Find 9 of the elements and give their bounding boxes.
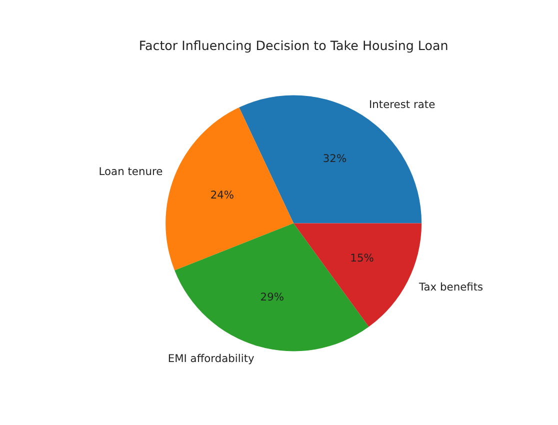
data-label: 32% [322, 152, 347, 165]
slice-label: EMI affordability [168, 352, 254, 365]
slice-label: Tax benefits [418, 280, 484, 294]
data-label: 29% [260, 290, 284, 304]
chart-title: Factor Influencing Decision to Take Housing Loan [138, 38, 448, 53]
slice-label: Interest rate [369, 98, 436, 111]
slice-label: Loan tenure [98, 164, 163, 178]
data-label: 15% [350, 252, 374, 265]
data-label: 24% [210, 188, 234, 202]
